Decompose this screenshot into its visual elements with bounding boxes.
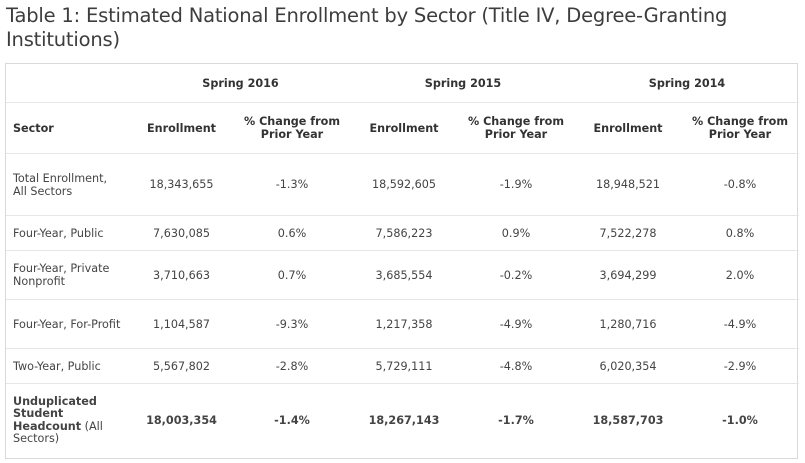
sector-cell: Total Enrollment, All Sectors bbox=[6, 153, 130, 216]
enrollment-column-header: Enrollment bbox=[575, 102, 681, 154]
change-cell: 0.6% bbox=[233, 215, 351, 251]
change-cell: -2.8% bbox=[233, 348, 351, 384]
change-column-header: % Change from Prior Year bbox=[457, 102, 575, 154]
year-header-blank bbox=[6, 64, 130, 103]
enrollment-cell: 3,710,663 bbox=[130, 250, 233, 300]
sector-cell: Four-Year, Private Nonprofit bbox=[6, 250, 130, 300]
table-row: Four-Year, Public 7,630,085 0.6% 7,586,2… bbox=[6, 215, 799, 251]
table-title: Table 1: Estimated National Enrollment b… bbox=[6, 4, 728, 51]
change-cell: -1.9% bbox=[457, 153, 575, 216]
enrollment-cell: 18,592,605 bbox=[351, 153, 457, 216]
total-sector-label: Unduplicated Student Headcount bbox=[13, 394, 97, 433]
enrollment-table: Spring 2016 Spring 2015 Spring 2014 Sect… bbox=[6, 64, 799, 458]
enrollment-cell: 1,217,358 bbox=[351, 299, 457, 349]
change-cell: -9.3% bbox=[233, 299, 351, 349]
year-header-2015: Spring 2015 bbox=[424, 76, 502, 90]
change-cell: -4.9% bbox=[457, 299, 575, 349]
total-row: Unduplicated Student Headcount (All Sect… bbox=[6, 383, 799, 458]
enrollment-cell: 18,948,521 bbox=[575, 153, 681, 216]
change-cell: 0.8% bbox=[681, 215, 799, 251]
total-sector-qualifier: (All Sectors) bbox=[13, 419, 103, 446]
enrollment-cell: 6,020,354 bbox=[575, 348, 681, 384]
year-header-2016: Spring 2016 bbox=[202, 76, 279, 90]
change-cell: -1.3% bbox=[233, 153, 351, 216]
enrollment-cell: 1,280,716 bbox=[575, 299, 681, 349]
sector-cell: Four-Year, Public bbox=[6, 215, 130, 251]
enrollment-cell: 7,630,085 bbox=[130, 215, 233, 251]
total-change-cell: -1.0% bbox=[681, 383, 799, 458]
change-cell: 0.9% bbox=[457, 215, 575, 251]
enrollment-cell: 7,586,223 bbox=[351, 215, 457, 251]
change-cell: -2.9% bbox=[681, 348, 799, 384]
change-cell: -4.9% bbox=[681, 299, 799, 349]
total-enrollment-cell: 18,267,143 bbox=[351, 383, 457, 458]
enrollment-cell: 3,685,554 bbox=[351, 250, 457, 300]
year-header-2014: Spring 2014 bbox=[648, 76, 726, 90]
change-cell: -0.8% bbox=[681, 153, 799, 216]
enrollment-cell: 5,729,111 bbox=[351, 348, 457, 384]
total-change-cell: -1.4% bbox=[233, 383, 351, 458]
change-column-header: % Change from Prior Year bbox=[233, 102, 351, 154]
table-row: Total Enrollment, All Sectors 18,343,655… bbox=[6, 153, 799, 216]
column-header-row: Sector Enrollment % Change from Prior Ye… bbox=[6, 102, 799, 154]
table-row: Four-Year, For-Profit 1,104,587 -9.3% 1,… bbox=[6, 299, 799, 349]
table-row: Four-Year, Private Nonprofit 3,710,663 0… bbox=[6, 250, 799, 300]
change-cell: -4.8% bbox=[457, 348, 575, 384]
enrollment-table-container: Spring 2016 Spring 2015 Spring 2014 Sect… bbox=[5, 63, 799, 459]
change-column-header: % Change from Prior Year bbox=[681, 102, 799, 154]
enrollment-column-header: Enrollment bbox=[351, 102, 457, 154]
enrollment-cell: 7,522,278 bbox=[575, 215, 681, 251]
change-cell: 2.0% bbox=[681, 250, 799, 300]
enrollment-cell: 3,694,299 bbox=[575, 250, 681, 300]
sector-cell: Two-Year, Public bbox=[6, 348, 130, 384]
enrollment-cell: 5,567,802 bbox=[130, 348, 233, 384]
table-row: Two-Year, Public 5,567,802 -2.8% 5,729,1… bbox=[6, 348, 799, 384]
sector-column-header: Sector bbox=[6, 102, 130, 154]
change-cell: -0.2% bbox=[457, 250, 575, 300]
year-header-row: Spring 2016 Spring 2015 Spring 2014 bbox=[6, 64, 799, 103]
enrollment-column-header: Enrollment bbox=[130, 102, 233, 154]
total-enrollment-cell: 18,003,354 bbox=[130, 383, 233, 458]
total-enrollment-cell: 18,587,703 bbox=[575, 383, 681, 458]
enrollment-cell: 1,104,587 bbox=[130, 299, 233, 349]
total-sector-cell: Unduplicated Student Headcount (All Sect… bbox=[6, 383, 130, 458]
total-change-cell: -1.7% bbox=[457, 383, 575, 458]
sector-cell: Four-Year, For-Profit bbox=[6, 299, 130, 349]
enrollment-cell: 18,343,655 bbox=[130, 153, 233, 216]
change-cell: 0.7% bbox=[233, 250, 351, 300]
